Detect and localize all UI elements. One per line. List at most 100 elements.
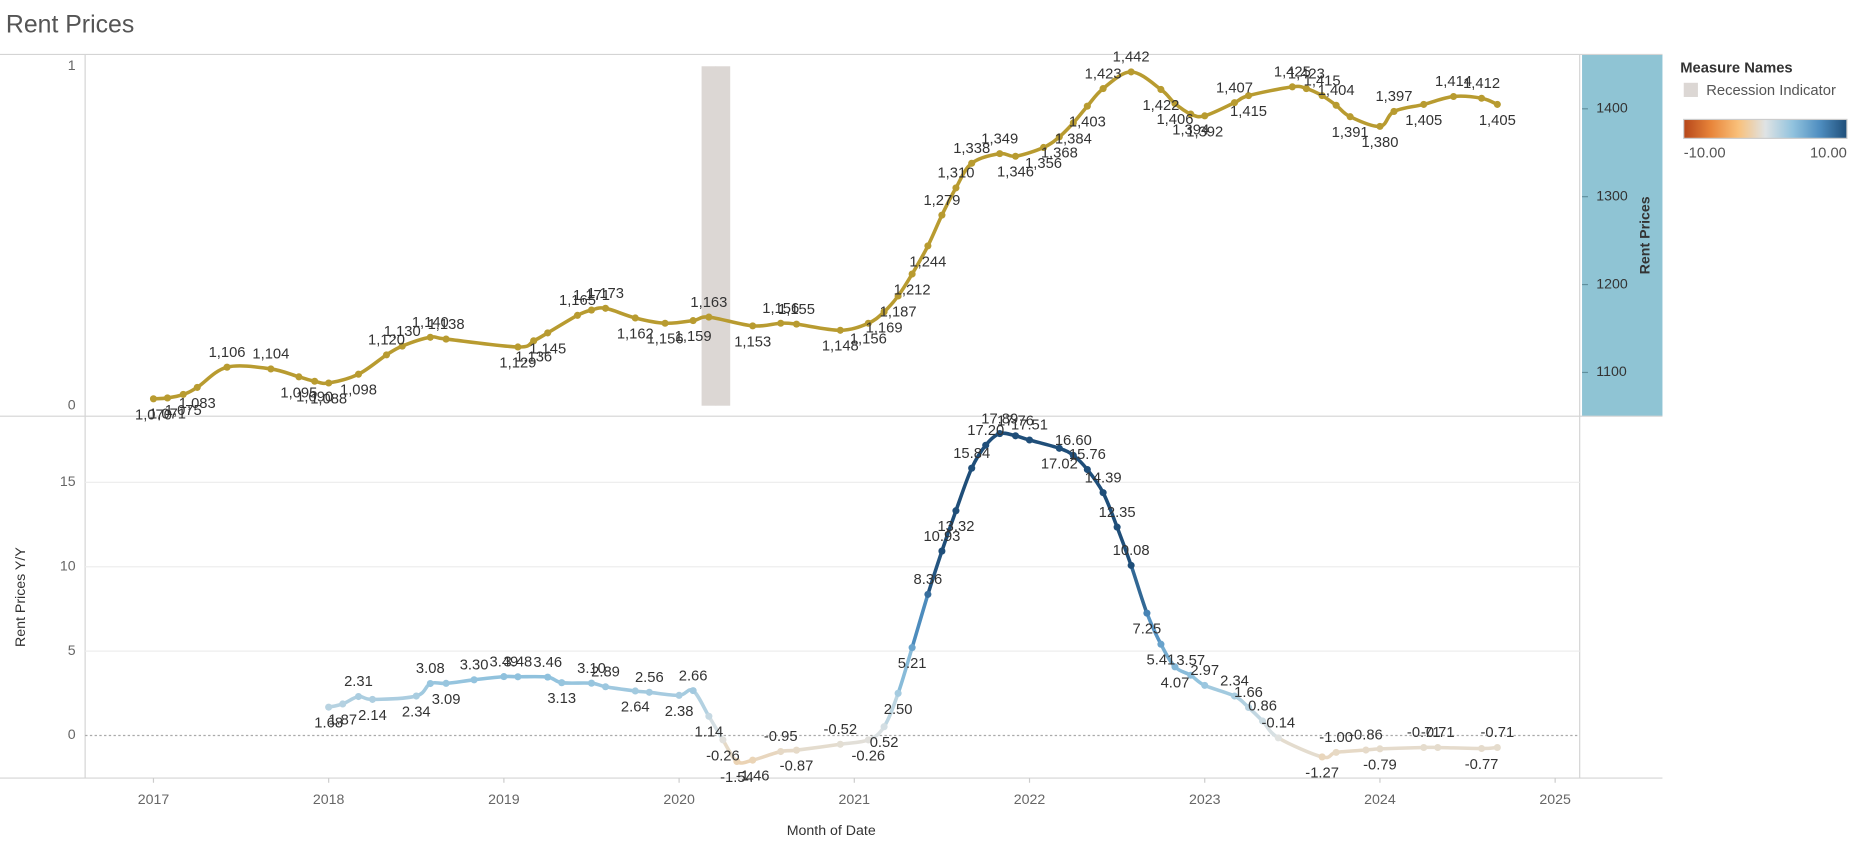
data-label: 17.20 <box>967 423 1004 439</box>
data-label: 10.08 <box>1113 543 1150 559</box>
x-axis-title: Month of Date <box>787 823 876 839</box>
point <box>1318 753 1326 761</box>
data-label: 15.84 <box>953 446 990 462</box>
point <box>1420 100 1428 108</box>
y-tick-label: 0 <box>68 397 76 413</box>
point <box>675 691 683 699</box>
point <box>1127 68 1135 76</box>
data-label: 1,098 <box>340 383 377 399</box>
line-segment <box>603 684 638 693</box>
grid <box>85 481 1580 737</box>
data-label: 1,173 <box>587 286 624 302</box>
point <box>412 692 420 700</box>
point <box>587 306 596 314</box>
point <box>924 242 932 250</box>
point <box>601 304 610 312</box>
point <box>792 746 801 754</box>
point <box>1025 436 1034 444</box>
data-label: 1,392 <box>1186 124 1223 140</box>
x-tick-label: 2017 <box>138 792 170 808</box>
data-label: 17.89 <box>981 411 1018 427</box>
point <box>894 689 902 697</box>
recession-bar <box>701 66 717 406</box>
data-label: 1,384 <box>1055 131 1092 147</box>
data-label: 1.68 <box>314 716 343 732</box>
data-label: 1,083 <box>179 396 216 412</box>
point <box>836 326 844 334</box>
point <box>864 736 872 744</box>
point <box>1390 107 1398 115</box>
point <box>470 676 478 684</box>
data-label: 1,159 <box>675 329 712 345</box>
data-label: -1.00 <box>1319 730 1353 746</box>
data-label: 0.86 <box>1248 699 1277 715</box>
data-label: 1,162 <box>617 326 654 342</box>
point <box>382 351 391 359</box>
point <box>938 211 946 219</box>
data-label: -0.71 <box>1421 725 1455 741</box>
y2-tick-label: 1200 <box>1596 276 1628 292</box>
data-label: 17.02 <box>1041 457 1078 473</box>
data-label: 1,422 <box>1142 98 1179 114</box>
point <box>442 679 450 687</box>
data-label: 4.07 <box>1161 675 1190 691</box>
point <box>749 322 757 330</box>
point <box>1274 734 1282 742</box>
point <box>1055 444 1063 452</box>
data-label: 3.30 <box>460 658 489 674</box>
point <box>1083 102 1091 110</box>
line-segment <box>926 549 944 597</box>
data-label: 1,153 <box>734 334 771 350</box>
data-label: 1,405 <box>1479 113 1516 129</box>
line-segment <box>940 508 958 553</box>
data-label: 1,423 <box>1288 66 1325 82</box>
x-tick-label: 2020 <box>663 792 695 808</box>
data-label: 2.64 <box>621 699 650 715</box>
point <box>1230 99 1239 107</box>
point <box>733 757 741 766</box>
line-segment <box>896 645 914 696</box>
point <box>354 370 363 378</box>
point <box>1099 489 1107 497</box>
data-label: 1,442 <box>1113 50 1150 66</box>
point <box>894 292 902 300</box>
point <box>1171 99 1179 108</box>
data-label: 1,394 <box>1172 123 1209 139</box>
point <box>587 679 596 687</box>
point <box>311 377 319 385</box>
y-tick-label: 5 <box>68 643 76 659</box>
data-label: 2.14 <box>358 708 387 724</box>
point <box>1039 143 1048 152</box>
line-segment <box>472 674 506 682</box>
data-label: 2.34 <box>1220 674 1249 690</box>
data-label: 3.13 <box>547 691 576 707</box>
data-label: 3.10 <box>577 661 606 677</box>
point <box>1230 692 1239 700</box>
point <box>1493 100 1501 108</box>
data-label: 14.39 <box>1085 470 1122 486</box>
point <box>339 700 347 708</box>
point <box>924 590 932 598</box>
point <box>544 329 552 337</box>
data-label: 2.50 <box>884 702 913 718</box>
data-label: 1,212 <box>894 282 931 298</box>
color-legend-bar <box>1683 118 1848 139</box>
data-label: 2.97 <box>1190 663 1219 679</box>
point <box>601 683 610 691</box>
point <box>1069 119 1077 127</box>
data-label: 1,155 <box>778 302 815 318</box>
point <box>1478 94 1486 102</box>
point <box>749 756 757 764</box>
point <box>968 159 976 167</box>
data-label: -0.71 <box>1407 725 1441 741</box>
data-label: 1,129 <box>499 355 536 371</box>
data-label: 1,412 <box>1463 76 1500 92</box>
data-label: 1,090 <box>296 390 333 406</box>
x-tick-label: 2025 <box>1539 792 1571 808</box>
x-tick-label: 2023 <box>1189 792 1221 808</box>
point <box>1478 744 1486 753</box>
data-label: 1,403 <box>1069 115 1106 131</box>
y-tick-label: 10 <box>60 558 76 574</box>
point <box>1420 743 1428 752</box>
point <box>864 319 872 327</box>
